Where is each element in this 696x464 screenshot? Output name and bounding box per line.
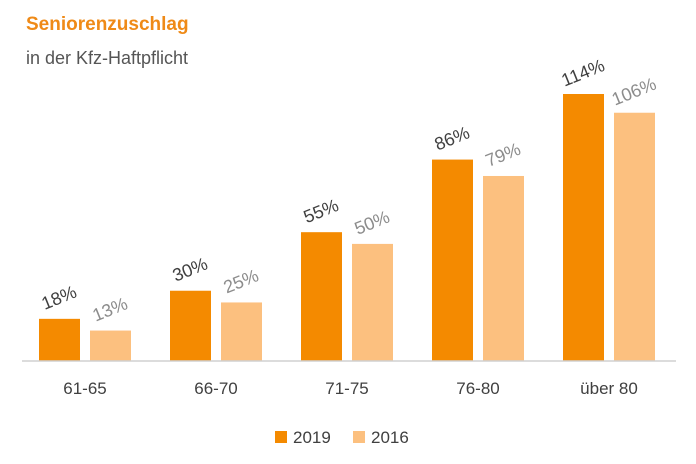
x-tick-label-66-70: 66-70 xyxy=(194,379,237,398)
data-label-2019-66-70: 30% xyxy=(170,254,211,286)
bar-2019-ber-80 xyxy=(563,94,604,361)
bar-2019-61-65 xyxy=(39,318,80,361)
legend-swatch-2016 xyxy=(353,431,365,443)
bar-2019-76-80 xyxy=(432,159,473,361)
legend-label-2016: 2016 xyxy=(371,428,409,447)
data-label-2016-61-65: 13% xyxy=(90,293,131,325)
chart-subtitle: in der Kfz-Haftpflicht xyxy=(26,48,189,68)
bar-2016-71-75 xyxy=(352,243,393,361)
bar-2019-66-70 xyxy=(170,290,211,361)
data-label-2019-ber-80: 114% xyxy=(559,55,608,90)
x-tick-label-71-75: 71-75 xyxy=(325,379,368,398)
legend-label-2019: 2019 xyxy=(293,428,331,447)
bar-2016-76-80 xyxy=(483,175,524,361)
chart-title: Seniorenzuschlag xyxy=(26,14,189,35)
x-tick-label-76-80: 76-80 xyxy=(456,379,499,398)
bar-2016-ber-80 xyxy=(614,112,655,361)
bar-2016-66-70 xyxy=(221,302,262,361)
data-label-2016-ber-80: 106% xyxy=(609,74,659,110)
bar-group: 18% 13% 30% 25% 55% 50% 86% 79% 114%106% xyxy=(39,55,659,361)
x-axis-ticks: 61-65 66-70 71-75 76-80 über 80 xyxy=(63,379,638,398)
legend: 2019 2016 xyxy=(275,428,409,447)
data-label-2019-71-75: 55% xyxy=(301,195,342,227)
x-tick-label-ber-80: über 80 xyxy=(580,379,638,398)
data-label-2019-61-65: 18% xyxy=(39,282,80,314)
bar-2019-71-75 xyxy=(301,232,342,361)
data-label-2016-76-80: 79% xyxy=(483,139,524,171)
x-tick-label-61-65: 61-65 xyxy=(63,379,106,398)
bar-2016-61-65 xyxy=(90,330,131,361)
data-label-2019-76-80: 86% xyxy=(432,122,473,154)
data-label-2016-66-70: 25% xyxy=(221,265,262,297)
data-label-2016-71-75: 50% xyxy=(352,207,393,239)
legend-swatch-2019 xyxy=(275,431,287,443)
